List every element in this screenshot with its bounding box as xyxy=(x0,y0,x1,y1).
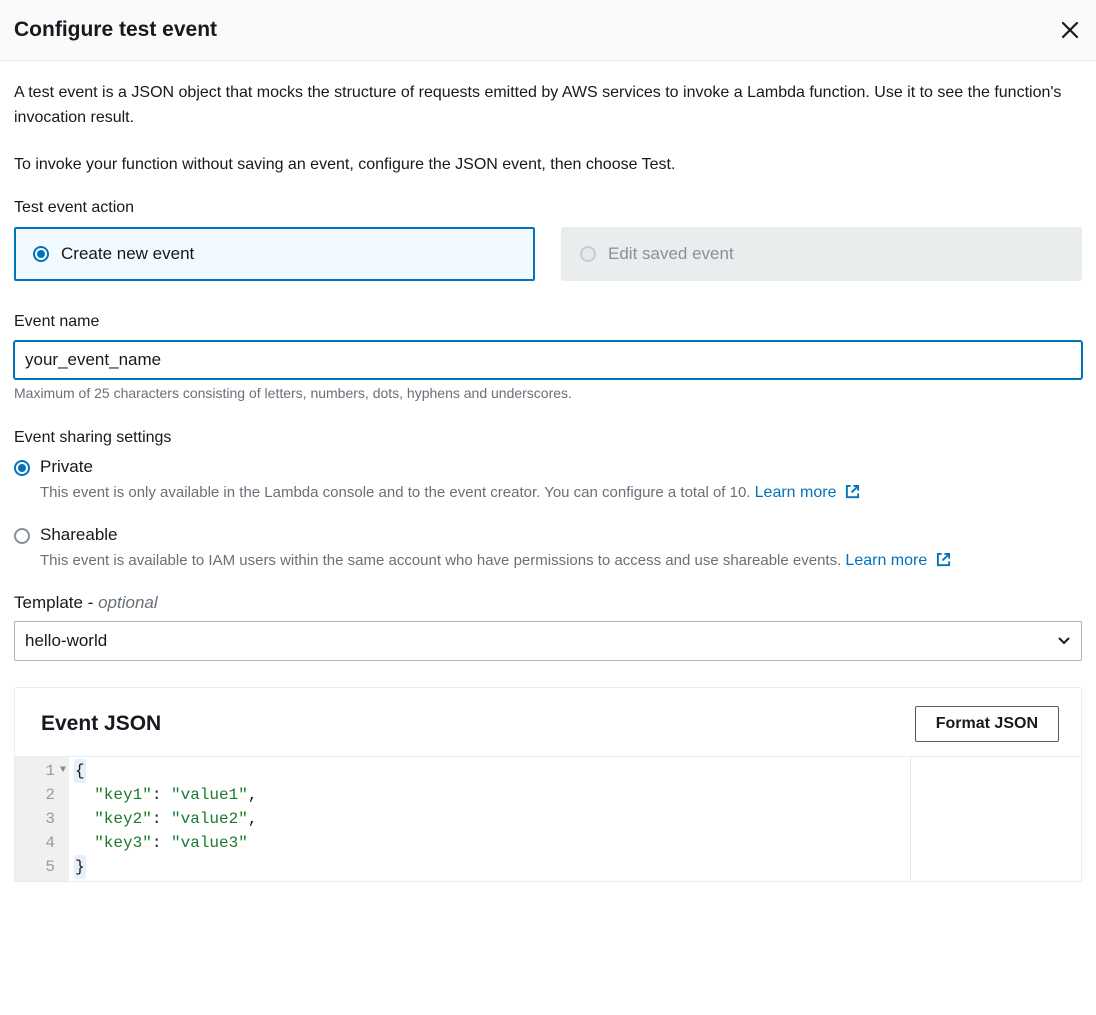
template-select[interactable]: hello-world xyxy=(14,621,1082,661)
fold-icon[interactable]: ▼ xyxy=(60,759,66,783)
json-editor[interactable]: 1 ▼ 2 3 4 5 { "key1": "value1", "key2": "… xyxy=(15,756,1081,881)
dialog-header: Configure test event xyxy=(0,0,1096,61)
sharing-private-desc: This event is only available in the Lamb… xyxy=(40,484,755,501)
code-token: , xyxy=(248,810,258,828)
format-json-button[interactable]: Format JSON xyxy=(915,706,1059,742)
code-token: "key2" xyxy=(94,810,152,828)
template-label-row: Template - optional xyxy=(14,593,1082,613)
code-token: : xyxy=(152,810,171,828)
editor-divider xyxy=(910,757,911,881)
line-number: 1 xyxy=(45,762,55,780)
test-event-action-group: Create new event Edit saved event xyxy=(14,227,1082,281)
dialog-title: Configure test event xyxy=(14,18,217,42)
line-number: 3 xyxy=(21,807,55,831)
event-json-header: Event JSON Format JSON xyxy=(15,688,1081,756)
edit-saved-event-option: Edit saved event xyxy=(561,227,1082,281)
code-indent xyxy=(75,786,94,804)
radio-icon xyxy=(33,246,49,262)
learn-more-private-link[interactable]: Learn more xyxy=(755,484,860,501)
event-json-title: Event JSON xyxy=(41,712,161,736)
code-token: "value2" xyxy=(171,810,248,828)
event-name-label: Event name xyxy=(14,313,1082,331)
code-token: , xyxy=(248,786,258,804)
editor-code[interactable]: { "key1": "value1", "key2": "value2", "k… xyxy=(69,757,1081,881)
line-number: 2 xyxy=(21,783,55,807)
event-name-input[interactable] xyxy=(14,341,1082,379)
sharing-shareable-block: Shareable This event is available to IAM… xyxy=(14,525,1082,575)
create-new-event-label: Create new event xyxy=(61,244,194,264)
template-select-wrap: hello-world xyxy=(14,621,1082,661)
radio-icon xyxy=(14,460,30,476)
code-token: "key1" xyxy=(94,786,152,804)
line-number: 4 xyxy=(21,831,55,855)
template-optional: optional xyxy=(98,593,158,612)
learn-more-label: Learn more xyxy=(755,484,837,501)
event-name-hint: Maximum of 25 characters consisting of l… xyxy=(14,385,1082,401)
sharing-private-block: Private This event is only available in … xyxy=(14,457,1082,507)
sharing-private-title: Private xyxy=(40,457,93,477)
sharing-shareable-option[interactable]: Shareable xyxy=(14,525,1082,545)
code-token: : xyxy=(152,834,171,852)
code-token: : xyxy=(152,786,171,804)
external-link-icon xyxy=(845,483,860,507)
description-p1: A test event is a JSON object that mocks… xyxy=(14,81,1082,131)
event-json-panel: Event JSON Format JSON 1 ▼ 2 3 4 5 { "key… xyxy=(14,687,1082,882)
learn-more-shareable-link[interactable]: Learn more xyxy=(845,552,950,569)
close-icon[interactable] xyxy=(1058,18,1082,42)
description-p2: To invoke your function without saving a… xyxy=(14,153,1082,178)
test-event-action-label: Test event action xyxy=(14,199,1082,217)
code-token: "value3" xyxy=(171,834,248,852)
code-token: "key3" xyxy=(94,834,152,852)
line-number: 5 xyxy=(21,855,55,879)
code-token: } xyxy=(75,858,85,876)
sharing-shareable-desc: This event is available to IAM users wit… xyxy=(40,552,845,569)
code-token: "value1" xyxy=(171,786,248,804)
edit-saved-event-label: Edit saved event xyxy=(608,244,734,264)
template-label: Template - xyxy=(14,593,98,612)
sharing-label: Event sharing settings xyxy=(14,429,1082,447)
sharing-shareable-title: Shareable xyxy=(40,525,118,545)
external-link-icon xyxy=(936,551,951,575)
learn-more-label: Learn more xyxy=(845,552,927,569)
editor-gutter: 1 ▼ 2 3 4 5 xyxy=(15,757,69,881)
radio-icon xyxy=(14,528,30,544)
sharing-shareable-desc-row: This event is available to IAM users wit… xyxy=(40,549,1082,575)
sharing-private-option[interactable]: Private xyxy=(14,457,1082,477)
code-indent xyxy=(75,810,94,828)
create-new-event-option[interactable]: Create new event xyxy=(14,227,535,281)
radio-icon xyxy=(580,246,596,262)
code-token: { xyxy=(75,762,85,780)
sharing-private-desc-row: This event is only available in the Lamb… xyxy=(40,481,1082,507)
code-indent xyxy=(75,834,94,852)
